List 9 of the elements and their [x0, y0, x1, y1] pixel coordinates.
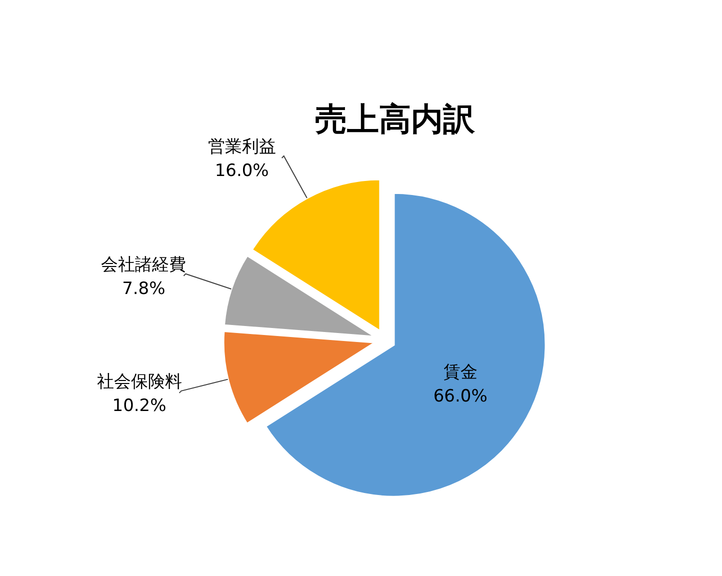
slice-label: 営業利益	[208, 136, 276, 157]
slice-label: 会社諸経費	[101, 254, 186, 275]
chart-title: 売上高内訳	[315, 100, 476, 138]
data-label: 16.0%	[214, 160, 269, 181]
slice-label: 賃金	[443, 362, 478, 382]
data-label: 7.8%	[122, 278, 166, 299]
data-label: 10.2%	[112, 396, 166, 416]
data-label: 66.0%	[433, 386, 488, 406]
slice-label: 社会保険料	[96, 372, 182, 392]
